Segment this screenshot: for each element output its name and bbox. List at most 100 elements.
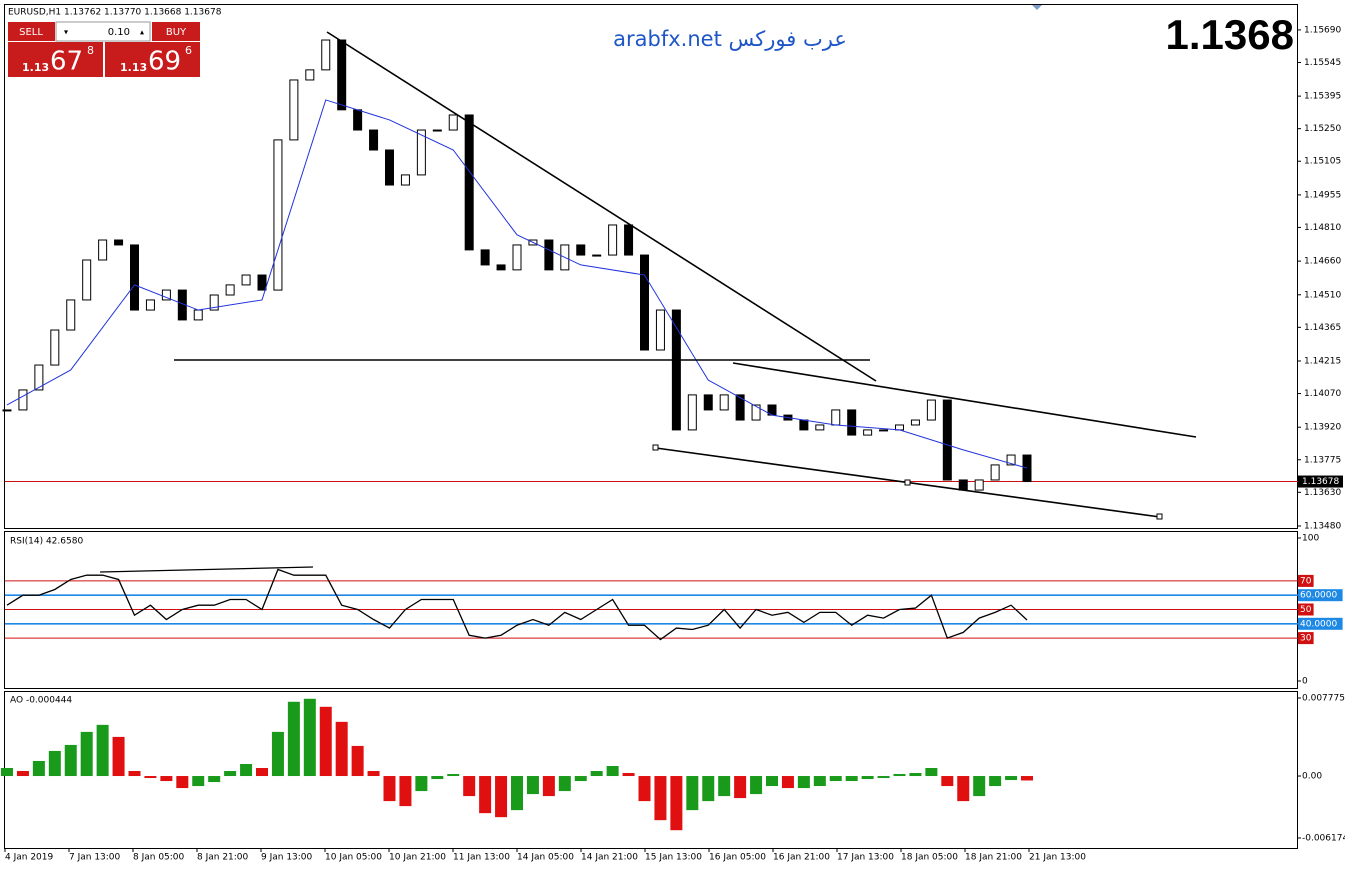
candle: [799, 419, 809, 431]
ao-bar: [224, 771, 237, 777]
ao-bar: [813, 776, 826, 787]
ao-bar: [96, 724, 109, 777]
ao-bar: [351, 745, 364, 777]
moving-average: [6, 99, 1028, 469]
candle: [496, 264, 506, 271]
ao-bar: [1021, 776, 1033, 781]
buy-button[interactable]: [152, 22, 200, 41]
trend-line: [732, 362, 1197, 438]
ao-bar: [335, 721, 348, 777]
ao-bar: [431, 776, 444, 780]
level-label-box: [1298, 632, 1314, 645]
ao-bar: [16, 771, 29, 777]
ao-bar: [797, 776, 810, 789]
ao-bar: [574, 776, 587, 782]
symbol-info: EURUSD,H1 1.13762 1.13770 1.13668 1.1367…: [8, 8, 222, 18]
ao-title: AO -0.000444: [10, 696, 72, 706]
candle: [990, 464, 1000, 481]
candle: [321, 39, 331, 71]
ao-bar: [957, 776, 970, 802]
candle: [910, 419, 920, 426]
x-tick-label: 17 Jan 13:00: [837, 853, 894, 863]
ao-bar: [463, 776, 476, 797]
buy-price-box[interactable]: [105, 42, 200, 77]
x-tick-label: 10 Jan 05:00: [325, 853, 382, 863]
ao-bar: [287, 701, 300, 777]
ao-bar: [558, 776, 571, 792]
x-tick-label: 10 Jan 21:00: [389, 853, 446, 863]
ao-bar: [925, 767, 938, 777]
ao-bar: [542, 776, 555, 797]
level-label: 30: [1300, 634, 1312, 644]
ao-bar: [319, 706, 332, 777]
ao-bar: [638, 776, 651, 802]
ao-bar: [845, 776, 858, 782]
buy-label[interactable]: BUY: [166, 27, 187, 38]
ao-bar: [495, 776, 508, 818]
watermark: arabfx.net عرب فوركس: [613, 27, 847, 51]
candle: [847, 409, 857, 436]
rsi-title: RSI(14) 42.6580: [10, 537, 83, 547]
candle: [448, 114, 458, 131]
y-tick-label: 100: [1302, 534, 1319, 544]
sell-price-prefix: 1.13: [22, 61, 49, 74]
ao-bar: [654, 776, 667, 821]
y-tick-label: 1.14070: [1304, 389, 1341, 399]
drawings: [99, 31, 1197, 573]
candle: [974, 479, 984, 491]
candle: [98, 239, 108, 261]
candle: [464, 114, 474, 251]
big-price: 1.1368: [1166, 11, 1294, 58]
buy-price-prefix: 1.13: [120, 61, 147, 74]
ao-bar: [176, 776, 189, 789]
ao-bar: [766, 776, 778, 787]
candle: [608, 224, 618, 256]
lot-field[interactable]: [55, 21, 151, 42]
y-tick-label: 1.13775: [1304, 455, 1341, 465]
candle: [289, 79, 299, 141]
sell-button[interactable]: [8, 22, 55, 41]
ao-bar: [367, 771, 380, 777]
ao-bar: [48, 750, 61, 777]
candle: [703, 394, 713, 411]
y-tick-label: 1.15545: [1304, 58, 1341, 68]
x-tick-label: 16 Jan 05:00: [709, 853, 766, 863]
level-label-box: [1298, 574, 1314, 587]
lot-down[interactable]: ▾: [64, 28, 68, 37]
x-tick-label: 21 Jan 13:00: [1029, 853, 1086, 863]
lot-value[interactable]: 0.10: [108, 27, 130, 38]
y-tick-label: 0.007775: [1302, 694, 1345, 704]
anchor: [904, 479, 911, 486]
sell-price-box[interactable]: [8, 42, 103, 77]
ao-bar: [909, 773, 922, 777]
candle: [225, 284, 235, 296]
candle: [671, 309, 681, 431]
ao-bar: [734, 776, 747, 799]
x-tick-label: 8 Jan 21:00: [197, 853, 249, 863]
x-tick-label: 7 Jan 13:00: [69, 853, 121, 863]
candle: [2, 409, 12, 412]
level-label-box: [1298, 603, 1314, 616]
ao-bar: [1, 767, 13, 777]
sell-label[interactable]: SELL: [19, 27, 43, 38]
candle: [592, 254, 602, 257]
shift-marker: [1032, 5, 1042, 10]
ao-bar: [447, 774, 460, 777]
candle: [400, 174, 410, 186]
candle: [50, 329, 60, 366]
ao-bar: [877, 776, 890, 779]
candle: [544, 239, 554, 271]
candle: [273, 139, 283, 291]
candle: [193, 309, 203, 321]
level-label-box: [1298, 617, 1343, 630]
y-tick-label: 1.14955: [1304, 190, 1341, 200]
y-tick-label: 1.15395: [1304, 92, 1341, 102]
lot-up[interactable]: ▴: [140, 28, 144, 37]
x-tick-label: 15 Jan 13:00: [645, 853, 702, 863]
candle: [735, 394, 745, 421]
ao-bar: [240, 763, 253, 777]
ao-bar: [670, 776, 683, 831]
x-tick-label: 18 Jan 05:00: [901, 853, 958, 863]
x-tick-label: 11 Jan 13:00: [453, 853, 510, 863]
